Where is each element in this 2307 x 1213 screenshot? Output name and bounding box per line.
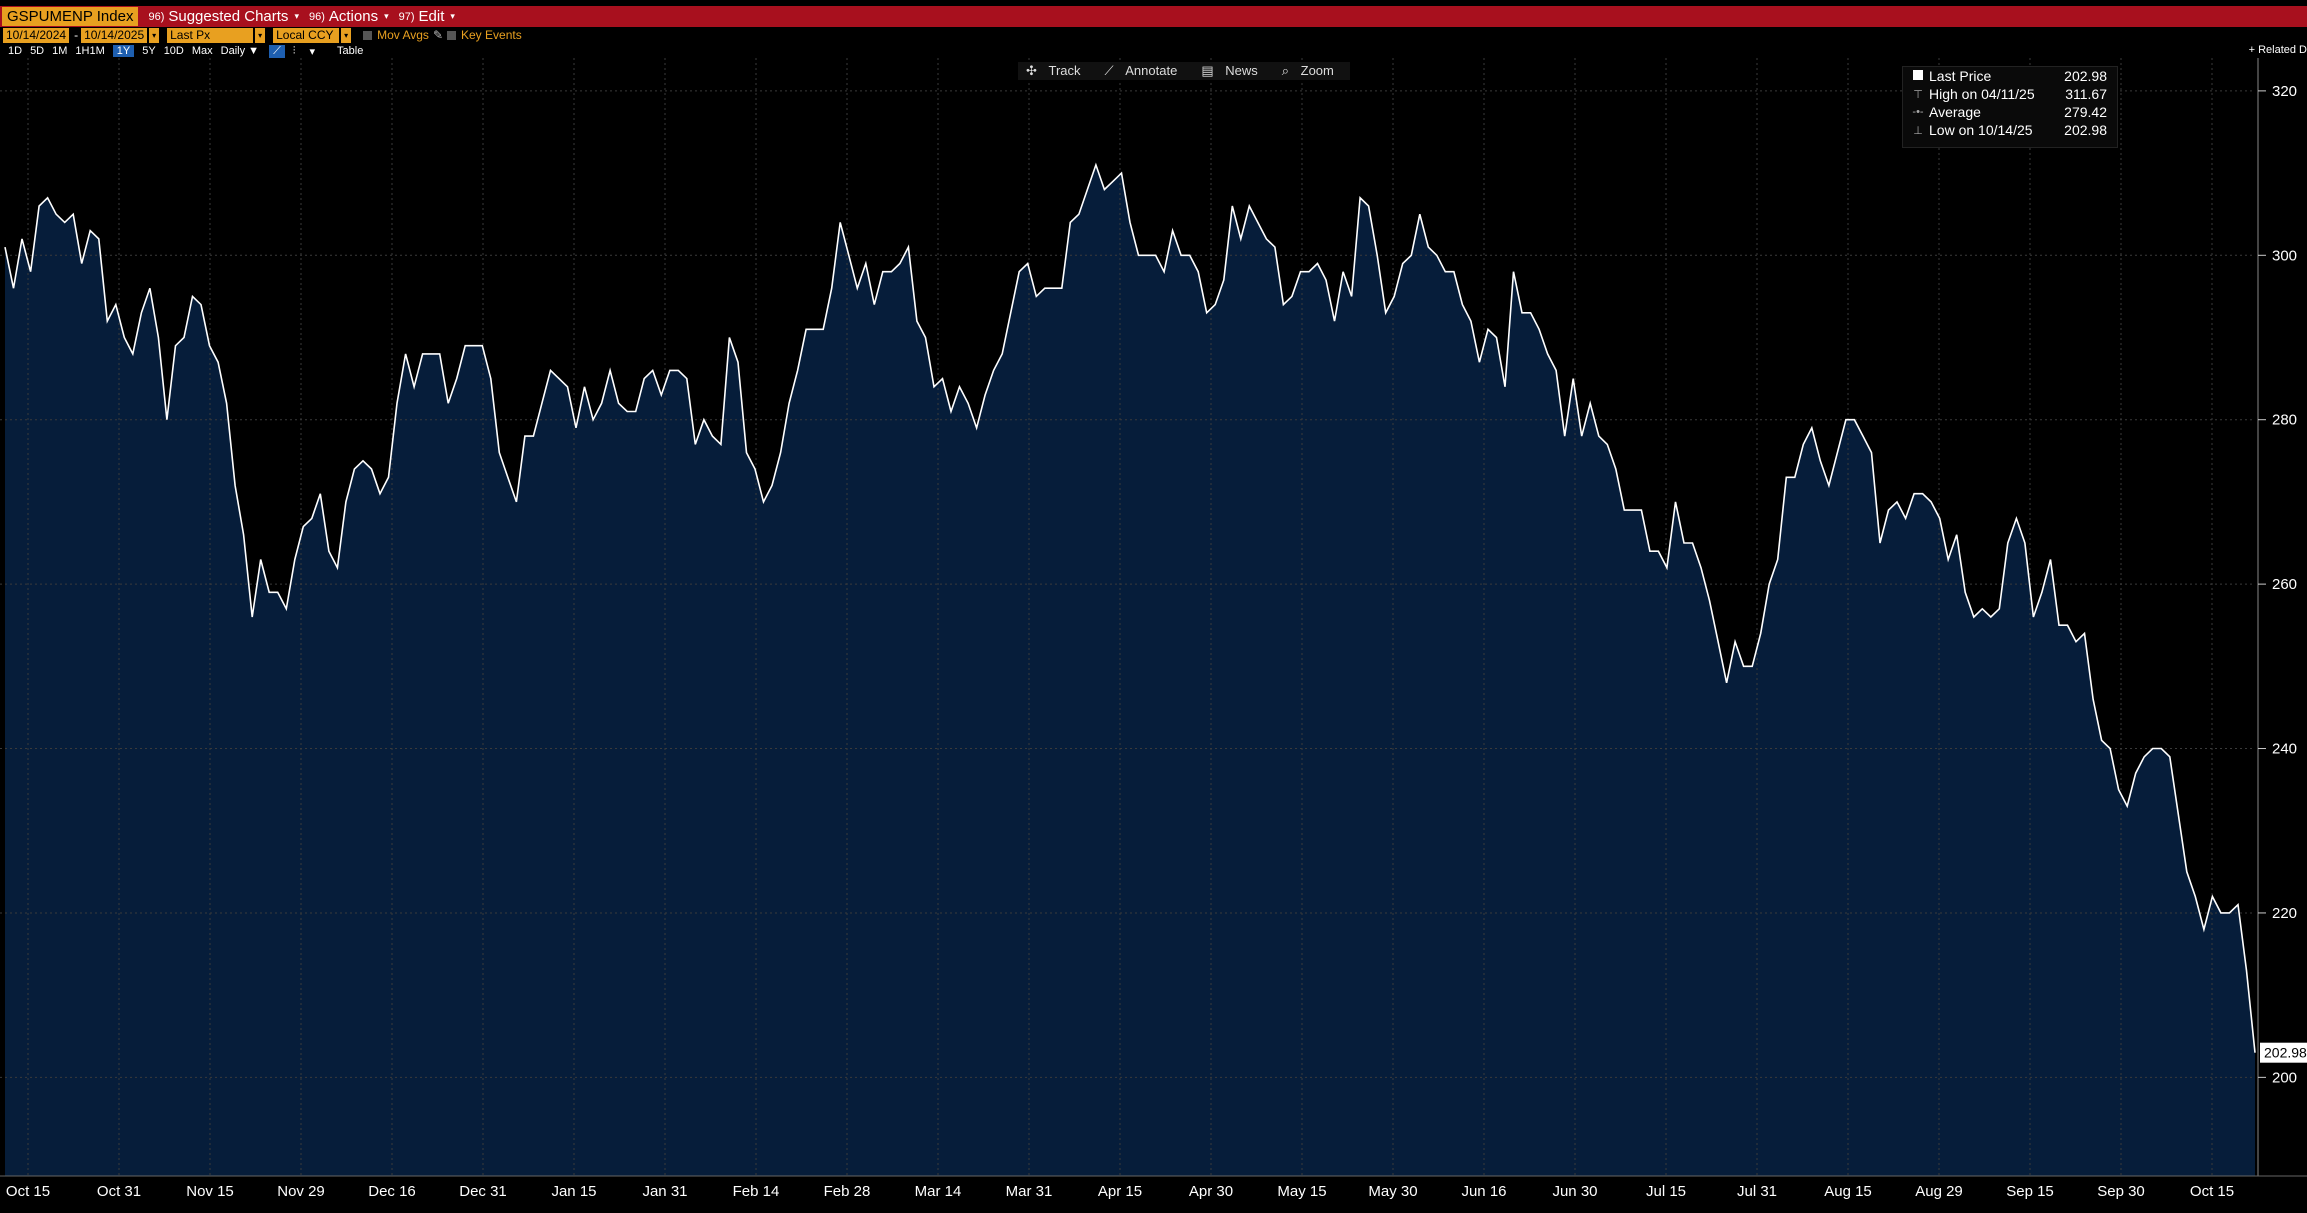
range-max[interactable]: Max [191, 45, 213, 57]
y-tick-label: 280 [2272, 412, 2297, 429]
square-icon [1911, 69, 1925, 83]
caret-down-icon: ▾ [450, 11, 455, 21]
chart-area: Oct 15 Oct 31 Nov 15 Nov 29 Dec 16 Dec 31 Jan … [0, 58, 2307, 1208]
caret-down-icon: ▾ [384, 11, 389, 21]
x-tick-label: Jun 30 [1552, 1183, 1597, 1200]
currency-dropdown-icon[interactable]: ▾ [341, 27, 352, 43]
price-chart: Oct 15 Oct 31 Nov 15 Nov 29 Dec 16 Dec 31 Jan … [0, 58, 2307, 1200]
high-marker-icon: ⊤ [1913, 88, 1923, 101]
last-value-tag [2260, 1042, 2307, 1063]
x-tick-label: Jan 15 [551, 1183, 596, 1200]
x-tick-label: Oct 15 [6, 1183, 50, 1200]
y-tick-label: 260 [2272, 576, 2297, 593]
range-5y[interactable]: 5Y [142, 45, 156, 57]
more-options-icon[interactable]: ▾ [309, 45, 316, 58]
menu-edit[interactable]: 97) Edit ▾ [399, 8, 455, 25]
line-chart-icon[interactable]: ⟋ [269, 44, 285, 58]
table-button[interactable]: Table [337, 45, 364, 57]
x-tick-label: Aug 29 [1915, 1183, 1963, 1200]
settings-row: 10/14/2024 - 10/14/2025 ▾ Last Px ▾ Loca… [0, 27, 522, 43]
menu-number: 96) [308, 10, 325, 23]
x-tick-label: Mar 14 [915, 1183, 962, 1200]
y-tick-label: 300 [2272, 247, 2297, 264]
track-button[interactable]: ✣ Track [1026, 63, 1081, 78]
x-tick-label: Nov 15 [186, 1183, 234, 1200]
y-tick-label: 200 [2272, 1069, 2297, 1086]
calendar-dropdown-icon[interactable]: ▾ [149, 27, 160, 43]
chart-toolbar: ✣ Track ⟋ Annotate ▤ News ⌕ Zoom [1018, 62, 1350, 80]
bar-chart-icon[interactable]: ⫶ [292, 44, 296, 57]
field-dropdown-icon[interactable]: ▾ [255, 27, 266, 43]
menu-actions[interactable]: 96) Actions ▾ [309, 8, 389, 25]
range-1y[interactable]: 1Y [112, 45, 135, 57]
caret-down-icon: ▾ [294, 11, 299, 21]
average-marker-icon: -•- [1912, 106, 1924, 118]
legend-average: -•- Average 279.42 [1912, 104, 2107, 120]
frequency-select[interactable]: Daily ▼ [220, 45, 260, 57]
x-tick-label: Nov 29 [277, 1183, 325, 1200]
related-data-link[interactable]: + Related D [2248, 44, 2307, 56]
legend-last-price: Last Price 202.98 [1903, 67, 2117, 85]
x-tick-label: Dec 16 [368, 1183, 416, 1200]
x-tick-label: Dec 31 [459, 1183, 507, 1200]
menu-label: Edit [418, 8, 445, 25]
x-tick-label: Oct 31 [97, 1183, 141, 1200]
x-tick-label: Feb 14 [733, 1183, 780, 1200]
pencil-icon[interactable]: ✎ [432, 28, 443, 42]
price-area [5, 164, 2255, 1176]
menu-label: Suggested Charts [168, 8, 289, 25]
x-tick-label: Mar 31 [1006, 1183, 1053, 1200]
range-row: 1D 5D 1M 1H1M 1Y 5Y 10D Max Daily ▼ ⟋ ⫶ … [0, 44, 363, 58]
legend-high: ⊤ High on 04/11/25 311.67 [1903, 85, 2117, 103]
x-tick-label: Apr 30 [1189, 1183, 1233, 1200]
mov-avgs-checkbox[interactable] [363, 30, 373, 40]
x-tick-label: Jul 31 [1737, 1183, 1777, 1200]
key-events-checkbox[interactable] [447, 30, 456, 40]
x-tick-label: Jun 16 [1461, 1183, 1506, 1200]
x-tick-label: Sep 15 [2006, 1183, 2054, 1200]
key-events-label[interactable]: Key Events [461, 28, 522, 42]
price-line [4, 162, 2256, 1053]
menu-number: 97) [398, 10, 415, 23]
date-separator: - [74, 28, 79, 42]
menu-number: 96) [148, 10, 165, 23]
range-1h1m[interactable]: 1H1M [75, 45, 105, 57]
x-tick-label: Jul 15 [1646, 1183, 1686, 1200]
last-value-label: 202.98 [2264, 1045, 2307, 1061]
y-tick-label: 220 [2272, 905, 2297, 922]
range-5d[interactable]: 5D [30, 45, 45, 57]
y-tick-label: 320 [2272, 83, 2297, 100]
low-marker-icon: ⊥ [1913, 124, 1923, 137]
range-10d[interactable]: 10D [163, 45, 184, 57]
x-tick-label: Feb 28 [824, 1183, 871, 1200]
legend: Last Price 202.98 ⊤ High on 04/11/25 311… [1902, 66, 2118, 148]
x-tick-label: Jan 31 [642, 1183, 687, 1200]
field-select[interactable]: Last Px [167, 27, 254, 43]
annotate-button[interactable]: ⟋ Annotate [1104, 63, 1178, 78]
mov-avgs-label[interactable]: Mov Avgs [377, 28, 429, 42]
currency-select[interactable]: Local CCY [273, 27, 340, 43]
x-tick-label: Aug 15 [1824, 1183, 1872, 1200]
start-date-field[interactable]: 10/14/2024 [3, 27, 70, 43]
news-button[interactable]: ▤ News [1201, 63, 1258, 78]
ticker-field[interactable]: GSPUMENP Index [2, 7, 139, 26]
x-tick-label: Oct 15 [2190, 1183, 2234, 1200]
menu-label: Actions [328, 8, 379, 25]
header-bar: GSPUMENP Index 96) Suggested Charts ▾ 96… [0, 6, 2307, 27]
legend-low: ⊥ Low on 10/14/25 202.98 [1903, 121, 2117, 139]
x-tick-label: May 30 [1368, 1183, 1417, 1200]
zoom-button[interactable]: ⌕ Zoom [1281, 63, 1334, 78]
range-1d[interactable]: 1D [8, 45, 23, 57]
range-1m[interactable]: 1M [52, 45, 68, 57]
y-tick-label: 240 [2272, 741, 2297, 758]
end-date-field[interactable]: 10/14/2025 [81, 27, 148, 43]
x-tick-label: Apr 15 [1098, 1183, 1142, 1200]
top-strip [0, 0, 2307, 6]
x-tick-label: Sep 30 [2097, 1183, 2145, 1200]
x-tick-label: May 15 [1277, 1183, 1326, 1200]
menu-suggested-charts[interactable]: 96) Suggested Charts ▾ [148, 8, 299, 25]
